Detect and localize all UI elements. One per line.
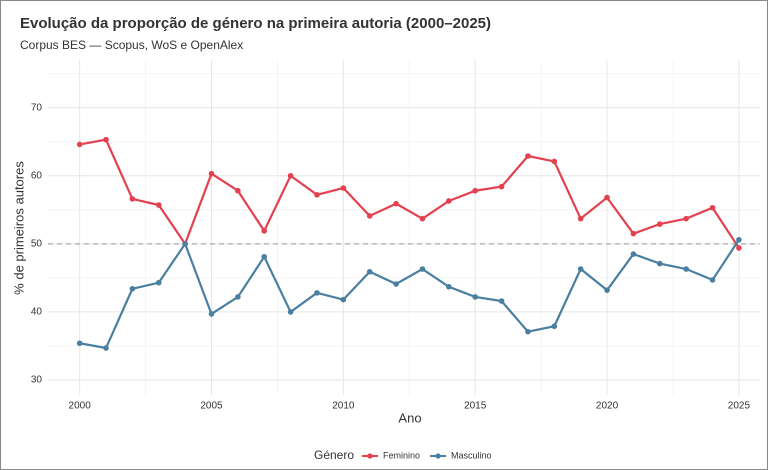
data-point — [656, 260, 663, 267]
data-point — [419, 215, 426, 222]
data-point — [155, 202, 162, 208]
data-point — [182, 241, 188, 247]
series-line — [79, 138, 740, 249]
data-point — [498, 183, 505, 190]
legend-label: Feminino — [383, 450, 420, 460]
data-point — [393, 200, 399, 207]
data-point — [446, 283, 452, 290]
x-tick-label: 2005 — [200, 401, 223, 412]
data-point — [709, 204, 716, 211]
chart-title: Evolução da proporção de género na prime… — [20, 15, 491, 32]
data-point — [630, 230, 637, 237]
data-point — [525, 153, 531, 159]
data-point — [736, 236, 742, 243]
y-tick-label: 50 — [31, 238, 43, 249]
data-point — [314, 192, 320, 198]
y-axis-label: % de primeiros autores — [11, 161, 26, 295]
data-point — [472, 187, 479, 194]
data-point — [656, 221, 663, 227]
x-tick-label: 2025 — [728, 401, 751, 412]
series-line — [79, 239, 740, 350]
data-point — [208, 170, 215, 177]
data-point — [551, 158, 558, 165]
data-point — [261, 228, 268, 234]
chart-subtitle: Corpus BES — Scopus, WoS e OpenAlex — [20, 38, 243, 52]
data-point — [366, 213, 373, 219]
y-tick-label: 30 — [31, 375, 43, 386]
data-point — [103, 136, 109, 143]
data-point — [103, 345, 109, 351]
x-axis-label: Ano — [398, 410, 421, 425]
data-point — [76, 141, 83, 148]
data-point — [393, 281, 399, 287]
data-point — [287, 309, 294, 315]
data-point — [472, 294, 479, 300]
data-point — [683, 266, 689, 272]
x-tick-label: 2020 — [596, 401, 619, 412]
data-point — [604, 287, 610, 293]
legend-swatch-point — [367, 453, 373, 459]
y-tick-label: 40 — [31, 307, 43, 318]
data-point — [287, 172, 294, 179]
data-point — [683, 215, 689, 222]
data-point — [446, 198, 452, 204]
x-tick-label: 2015 — [464, 401, 487, 412]
data-point — [76, 340, 83, 347]
data-point — [630, 251, 637, 257]
data-point — [498, 298, 505, 304]
data-point — [129, 196, 136, 202]
legend-swatch-point — [435, 453, 441, 459]
y-tick-label: 70 — [31, 102, 43, 113]
data-point — [129, 285, 136, 292]
data-point — [340, 185, 347, 191]
x-tick-label: 2010 — [332, 401, 355, 412]
data-point — [525, 328, 531, 335]
data-point — [577, 215, 584, 222]
data-point — [604, 194, 610, 201]
data-point — [235, 187, 241, 194]
y-tick-label: 60 — [31, 170, 43, 181]
data-point — [366, 268, 373, 275]
data-point — [261, 253, 268, 260]
data-point — [208, 311, 215, 317]
legend-title: Género — [314, 448, 354, 462]
data-point — [419, 266, 426, 272]
legend-label: Masculino — [451, 450, 492, 460]
data-point — [155, 279, 162, 286]
x-tick-label: 2000 — [69, 401, 92, 412]
data-point — [235, 294, 241, 300]
data-point — [736, 245, 742, 251]
data-point — [340, 296, 347, 303]
data-point — [551, 323, 558, 330]
data-point — [577, 266, 584, 272]
data-point — [709, 277, 716, 283]
data-point — [314, 290, 320, 296]
